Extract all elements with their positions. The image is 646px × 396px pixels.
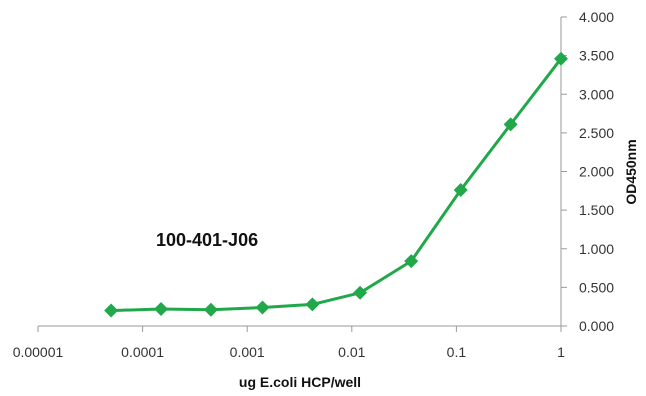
x-tick-label: 1 <box>557 344 565 360</box>
x-tick-label: 0.0001 <box>121 344 164 360</box>
y-tick-label: 1.500 <box>579 202 614 218</box>
y-tick-label: 3.000 <box>579 86 614 102</box>
data-point <box>154 302 169 317</box>
y-axis-title: OD450nm <box>623 139 639 204</box>
y-tick-label: 3.500 <box>579 48 614 64</box>
x-tick-label: 0.01 <box>338 344 365 360</box>
data-point <box>305 297 320 312</box>
data-point <box>255 300 270 315</box>
chart-annotation: 100-401-J06 <box>156 230 258 250</box>
y-tick-label: 2.500 <box>579 125 614 141</box>
y-tick-label: 4.000 <box>579 9 614 25</box>
x-tick-label: 0.00001 <box>13 344 64 360</box>
x-tick-label: 0.001 <box>230 344 265 360</box>
series-layer <box>104 51 568 318</box>
y-tick-label: 0.000 <box>579 318 614 334</box>
y-tick-label: 0.500 <box>579 279 614 295</box>
data-point <box>554 51 568 66</box>
data-point <box>353 285 368 300</box>
data-point <box>453 183 468 198</box>
data-point <box>503 117 518 132</box>
x-axis-title: ug E.coli HCP/well <box>239 374 361 390</box>
y-tick-label: 2.000 <box>579 164 614 180</box>
data-point <box>203 302 218 317</box>
data-point <box>404 254 419 269</box>
axes: 0.00001 0.0001 0.001 0.01 0.1 1 0.000 0.500 1.00… <box>13 9 615 360</box>
x-tick-label: 0.1 <box>447 344 467 360</box>
data-point <box>104 303 119 318</box>
series-line <box>111 57 563 313</box>
y-tick-label: 1.000 <box>579 241 614 257</box>
